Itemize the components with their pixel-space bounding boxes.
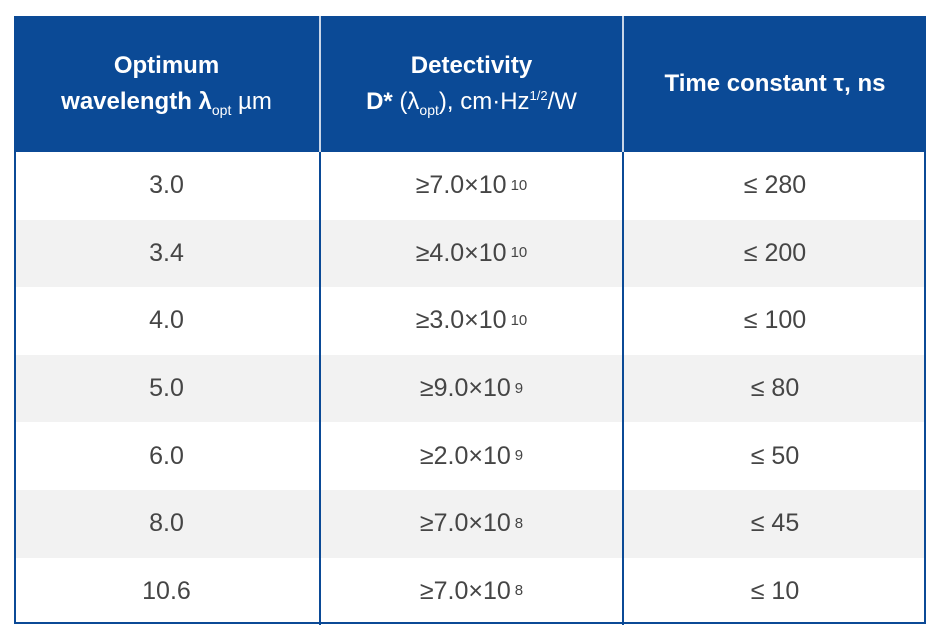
header-detectivity-unit-end: /W [547, 88, 577, 115]
header-wavelength-unit: µm [231, 88, 272, 115]
header-wavelength-subscript: opt [211, 102, 232, 118]
table-body: 3.0 ≥7.0×10 10 ≤ 280 3.4 ≥4.0×10 10 ≤ 200 … [14, 152, 926, 626]
cell-wavelength: 6.0 [149, 441, 184, 470]
cell-wavelength: 10.6 [142, 576, 191, 605]
detectivity-value: ≥3.0×10 [415, 306, 507, 335]
cell-detectivity: ≥7.0×10 8 [319, 557, 622, 626]
header-detectivity-lambda: (λ [392, 88, 420, 115]
detectivity-value: ≥7.0×10 [415, 171, 507, 200]
header-detectivity-subscript: opt [419, 102, 439, 118]
cell-wavelength: 3.0 [149, 171, 184, 200]
detectivity-value: ≥9.0×10 [419, 374, 511, 403]
detectivity-value: ≥7.0×10 [419, 509, 511, 538]
spec-table: Optimum wavelength λopt µm Detectivity D… [14, 16, 926, 626]
cell-time-constant: ≤ 280 [622, 152, 926, 220]
table-row: 4.0 ≥3.0×10 10 ≤ 100 [14, 287, 926, 355]
cell-time-constant: ≤ 200 [622, 219, 926, 288]
detectivity-value: ≥2.0×10 [419, 441, 511, 470]
table-row: 5.0 ≥9.0×10 9 ≤ 80 [14, 354, 926, 423]
cell-detectivity: ≥4.0×10 10 [319, 219, 622, 288]
table-header: Optimum wavelength λopt µm Detectivity D… [14, 16, 926, 152]
header-wavelength-line1: Optimum [113, 52, 220, 79]
header-wavelength: Optimum wavelength λopt µm [14, 16, 319, 152]
header-wavelength-label: wavelength λ [61, 88, 212, 115]
cell-detectivity: ≥9.0×10 9 [319, 354, 622, 423]
header-detectivity-line1: Detectivity [410, 52, 533, 79]
table-row: 3.4 ≥4.0×10 10 ≤ 200 [14, 219, 926, 288]
header-detectivity-superscript: 1/2 [529, 88, 548, 103]
cell-detectivity: ≥3.0×10 10 [319, 287, 622, 355]
cell-time-constant: ≤ 10 [622, 557, 926, 626]
header-detectivity-symbol: D* [366, 88, 393, 115]
cell-time-constant: ≤ 80 [622, 354, 926, 423]
cell-time-constant: ≤ 45 [622, 489, 926, 558]
cell-wavelength: 3.4 [149, 238, 184, 267]
table-row: 10.6 ≥7.0×10 8 ≤ 10 [14, 557, 926, 626]
detectivity-value: ≥7.0×10 [419, 576, 511, 605]
cell-wavelength: 5.0 [149, 374, 184, 403]
cell-wavelength: 4.0 [149, 306, 184, 335]
header-detectivity-unit: ), cm·Hz [438, 88, 530, 115]
detectivity-value: ≥4.0×10 [415, 238, 507, 267]
cell-detectivity: ≥7.0×10 10 [319, 152, 622, 220]
table-row: 3.0 ≥7.0×10 10 ≤ 280 [14, 152, 926, 220]
cell-time-constant: ≤ 100 [622, 287, 926, 355]
header-time-constant: Time constant τ, ns [622, 16, 926, 152]
cell-detectivity: ≥2.0×10 9 [319, 422, 622, 490]
cell-wavelength: 8.0 [149, 509, 184, 538]
table-row: 6.0 ≥2.0×10 9 ≤ 50 [14, 422, 926, 490]
cell-time-constant: ≤ 50 [622, 422, 926, 490]
cell-detectivity: ≥7.0×10 8 [319, 489, 622, 558]
table-row: 8.0 ≥7.0×10 8 ≤ 45 [14, 489, 926, 558]
header-detectivity: Detectivity D* (λopt), cm·Hz1/2/W [319, 16, 622, 152]
